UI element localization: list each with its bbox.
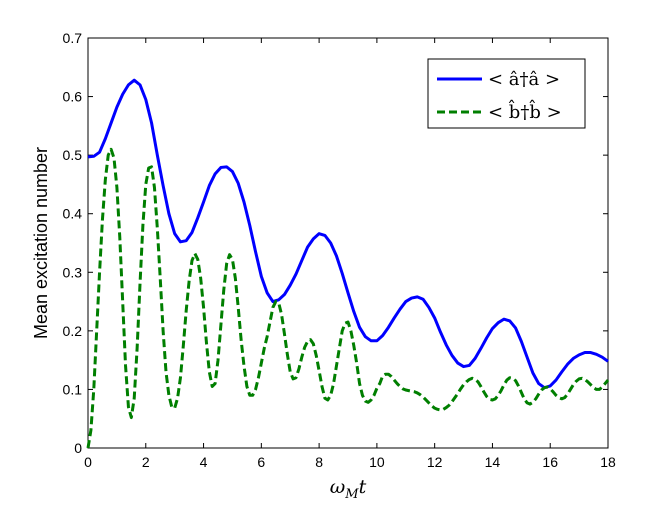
- legend: < â†â > < b̂†b̂ >: [427, 58, 586, 129]
- series-line-a: [87, 78, 609, 390]
- x-tick-label: 8: [315, 454, 323, 470]
- x-tick-label: 0: [84, 454, 92, 470]
- x-axis-label-symbol: ω: [330, 476, 346, 498]
- y-tick-label: 0.2: [63, 323, 83, 339]
- x-tick-label: 2: [142, 454, 150, 470]
- y-tick-label: 0.3: [63, 264, 83, 280]
- y-tick-label: 0.7: [63, 30, 83, 46]
- x-tick-label: 4: [200, 454, 208, 470]
- x-axis-label-variable: t: [359, 476, 367, 498]
- x-tick-label: 10: [369, 454, 385, 470]
- y-tick-label: 0.4: [63, 206, 83, 222]
- y-tick-label: 0: [74, 440, 82, 456]
- x-axis-tick-labels: 0 2 4 6 8 10 12 14 16 18: [84, 454, 616, 470]
- y-axis-label: Mean excitation number: [31, 147, 51, 339]
- legend-label-b: < b̂†b̂ >: [488, 98, 562, 123]
- legend-box: [427, 58, 586, 129]
- x-axis-label-subscript: M: [344, 487, 359, 502]
- x-axis-ticks: [87, 38, 609, 448]
- y-tick-label: 0.5: [63, 147, 83, 163]
- x-tick-label: 18: [600, 454, 616, 470]
- x-tick-label: 6: [257, 454, 265, 470]
- y-tick-label: 0.1: [63, 381, 83, 397]
- x-axis-label: ωMt: [330, 476, 367, 502]
- legend-label-a: < â†â >: [488, 69, 560, 90]
- series-line-b: [86, 147, 610, 449]
- y-tick-label: 0.6: [63, 89, 83, 105]
- x-tick-label: 14: [485, 454, 501, 470]
- series-layer: [86, 78, 610, 449]
- x-tick-label: 16: [542, 454, 558, 470]
- x-tick-label: 12: [427, 454, 443, 470]
- y-axis-tick-labels: 0 0.1 0.2 0.3 0.4 0.5 0.6 0.7: [63, 30, 83, 456]
